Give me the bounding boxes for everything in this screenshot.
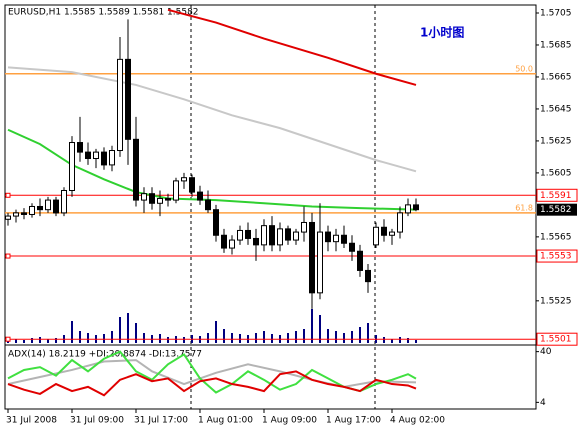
candle-body (93, 151, 99, 160)
y-tick-label: 40 (540, 347, 552, 357)
candle-body (85, 151, 91, 160)
x-tick-label: 31 Jul 09:00 (70, 416, 124, 426)
candle-body (133, 138, 139, 201)
candle-body (325, 231, 331, 243)
fib-label: 50.0 (515, 64, 533, 73)
candle-body (125, 58, 131, 140)
candle-body (61, 189, 67, 214)
candle-body (333, 234, 339, 243)
candle-body (141, 193, 147, 201)
y-tick-label: 4 (540, 398, 546, 408)
candle-body (157, 197, 163, 204)
candle-body (109, 150, 115, 166)
candle-body (181, 177, 187, 182)
candle-body (373, 226, 379, 246)
candle-body (205, 199, 211, 211)
candle-body (277, 228, 283, 246)
candle-body (101, 151, 107, 166)
candle-body (213, 209, 219, 236)
candle-body (309, 221, 315, 294)
candle-body (45, 199, 51, 211)
candle-body (37, 205, 43, 211)
line (7, 66, 417, 173)
candle-body (29, 205, 35, 215)
line-anchor (5, 253, 11, 259)
candle-body (349, 242, 355, 252)
candle-body (285, 228, 291, 241)
candle-body (245, 229, 251, 239)
y-tick-label: 1.5705 (540, 8, 572, 18)
y-tick-label: 1.5525 (540, 296, 572, 306)
candle-body (389, 231, 395, 236)
y-tick-label: 1.5665 (540, 72, 572, 82)
candle-body (293, 231, 299, 241)
candle-body (237, 229, 243, 241)
candle-body (77, 142, 83, 153)
candle-body (173, 180, 179, 201)
y-tick-label: 1.5605 (540, 168, 572, 178)
x-tick-label: 1 Aug 09:00 (262, 416, 317, 426)
candle-body (341, 234, 347, 244)
candle-body (397, 212, 403, 233)
y-tick-label: 1.5625 (540, 136, 572, 146)
candle-body (365, 269, 371, 283)
candle-body (197, 191, 203, 201)
candle-body (269, 225, 275, 246)
candle-body (261, 225, 267, 246)
candle-body (357, 250, 363, 271)
y-tick-label: 1.5645 (540, 104, 572, 114)
candle-body (405, 204, 411, 214)
candle-body (413, 204, 419, 211)
candle-body (253, 237, 259, 246)
line-anchor (5, 192, 11, 198)
candle-body (117, 58, 123, 152)
candle-body (13, 212, 19, 217)
candle-body (21, 212, 27, 215)
candle-body (149, 193, 155, 204)
line-anchor (5, 336, 11, 342)
price-box-label: 1.5553 (540, 252, 572, 262)
candle-body (189, 177, 195, 193)
y-tick-label: 1.5565 (540, 232, 572, 242)
price-box-label: 1.5591 (540, 191, 572, 201)
candle-body (221, 234, 227, 249)
candle-body (381, 226, 387, 236)
price-box-label: 1.5501 (540, 335, 572, 345)
price-box (536, 188, 578, 202)
y-tick-label: 1.5685 (540, 40, 572, 50)
indicator-title: ADX(14) 18.2119 +DI:20.8874 -DI:13.7577 (8, 350, 202, 360)
candle-body (69, 142, 75, 191)
candle-body (317, 231, 323, 294)
candle-body (229, 239, 235, 249)
line (167, 8, 417, 86)
x-tick-label: 31 Jul 2008 (6, 416, 57, 426)
frame (4, 4, 537, 410)
line (7, 370, 417, 397)
x-tick-label: 1 Aug 17:00 (326, 416, 381, 426)
bid-box (537, 203, 577, 216)
bid-label: 1.5582 (540, 205, 572, 215)
annotation: 1小时图 (420, 25, 464, 40)
candle-body (165, 197, 171, 201)
x-tick-label: 1 Aug 01:00 (198, 416, 253, 426)
x-tick-label: 4 Aug 02:00 (390, 416, 445, 426)
price-box (536, 332, 578, 346)
candle-body (301, 221, 307, 233)
x-tick-label: 31 Jul 17:00 (134, 416, 188, 426)
price-box (536, 249, 578, 263)
chart-title: EURUSD,H1 1.5585 1.5589 1.5581 1.5582 (8, 8, 199, 18)
candle-body (53, 199, 59, 214)
fib-label: 61.8 (515, 203, 533, 212)
candle-body (5, 215, 11, 220)
